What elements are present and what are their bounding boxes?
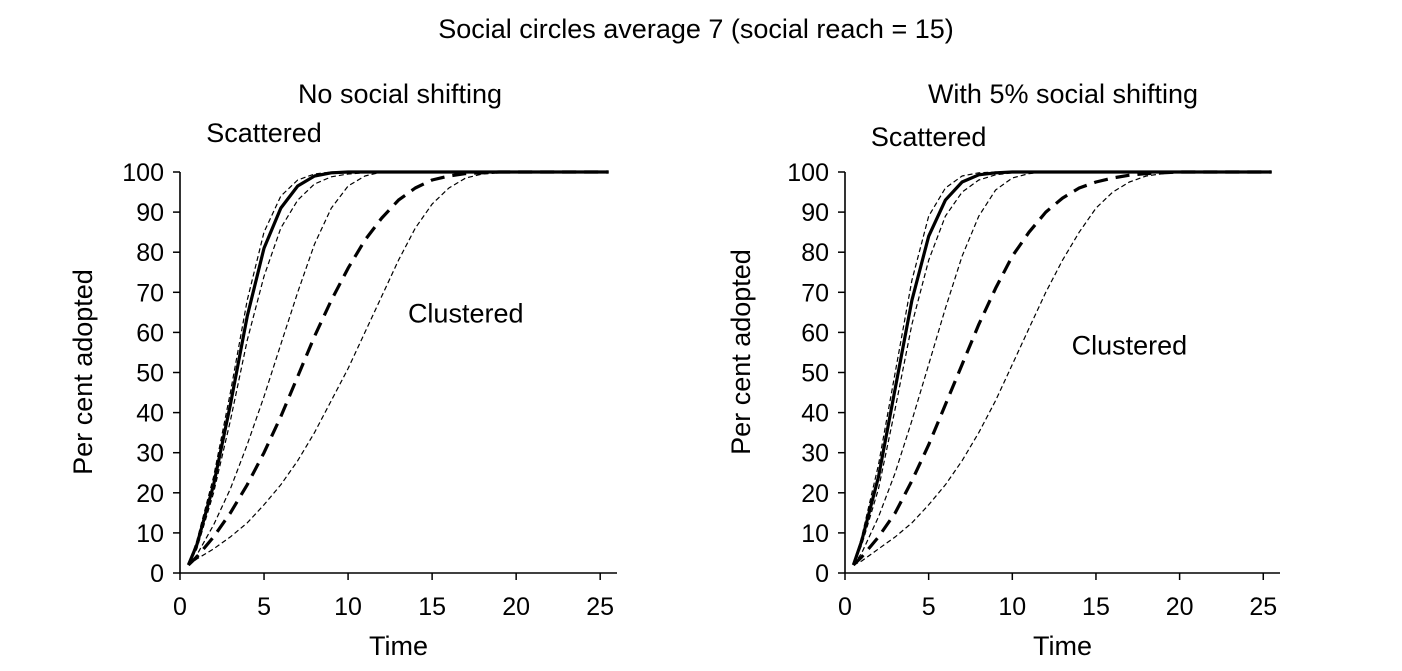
annotation-clustered: Clustered	[408, 298, 524, 328]
x-tick-label: 10	[334, 593, 362, 621]
y-tick-label: 50	[136, 360, 164, 388]
y-tick-label: 10	[136, 520, 164, 548]
annotation-scattered: Scattered	[206, 118, 322, 148]
annotation-scattered: Scattered	[871, 122, 987, 152]
x-axis-label: Time	[369, 631, 428, 661]
y-tick-label: 60	[136, 319, 164, 347]
series-line-3-thin-dashed	[187, 171, 609, 566]
y-tick-label: 80	[801, 239, 829, 267]
y-tick-label: 30	[801, 440, 829, 468]
x-tick-label: 25	[1249, 593, 1277, 621]
series-line-5-thick-dashed	[187, 170, 609, 567]
y-tick-label: 20	[801, 480, 829, 508]
y-tick-label: 40	[136, 400, 164, 428]
y-tick-label: 100	[787, 159, 829, 187]
x-tick-label: 25	[586, 593, 614, 621]
y-axis-label: Per cent adopted	[726, 249, 756, 455]
series-line-5-thick-dashed	[852, 170, 1272, 567]
panel-title: With 5% social shifting	[928, 79, 1198, 109]
series-line-1-thin-dashed	[187, 171, 609, 566]
x-tick-label: 20	[502, 593, 530, 621]
y-tick-label: 50	[801, 360, 829, 388]
y-tick-label: 0	[815, 560, 829, 588]
y-tick-label: 100	[122, 159, 164, 187]
y-tick-label: 20	[136, 480, 164, 508]
x-tick-label: 0	[173, 593, 187, 621]
y-tick-label: 70	[136, 279, 164, 307]
y-tick-label: 90	[136, 199, 164, 227]
x-tick-label: 15	[418, 593, 446, 621]
y-tick-label: 40	[801, 400, 829, 428]
x-axis-label: Time	[1033, 631, 1092, 661]
y-tick-label: 80	[136, 239, 164, 267]
x-tick-label: 0	[838, 593, 852, 621]
series-line-2-solid-bold	[851, 170, 1272, 566]
y-axis-label: Per cent adopted	[68, 269, 98, 475]
x-tick-label: 10	[998, 593, 1026, 621]
x-tick-label: 5	[922, 593, 936, 621]
y-tick-label: 70	[801, 279, 829, 307]
x-tick-label: 15	[1082, 593, 1110, 621]
series-line-4-thin-dashed	[187, 171, 609, 566]
y-tick-label: 30	[136, 440, 164, 468]
y-tick-label: 90	[801, 199, 829, 227]
series-line-6-thin-dashed	[853, 171, 1272, 566]
panel-1: No social shifting0102030405060708090100…	[68, 79, 617, 661]
panel-2: With 5% social shifting01020304050607080…	[726, 79, 1280, 661]
x-tick-label: 5	[257, 593, 271, 621]
series-line-4-thin-dashed	[852, 171, 1272, 566]
y-tick-label: 60	[801, 319, 829, 347]
figure-title: Social circles average 7 (social reach =…	[438, 14, 954, 44]
series-line-1-thin-dashed	[852, 171, 1272, 566]
series-line-2-solid-bold	[186, 170, 609, 566]
x-tick-label: 20	[1166, 593, 1194, 621]
panel-title: No social shifting	[298, 79, 502, 109]
y-tick-label: 0	[150, 560, 164, 588]
series-line-3-thin-dashed	[852, 171, 1272, 566]
y-tick-label: 10	[801, 520, 829, 548]
series-line-6-thin-dashed	[188, 171, 609, 566]
annotation-clustered: Clustered	[1072, 330, 1188, 360]
